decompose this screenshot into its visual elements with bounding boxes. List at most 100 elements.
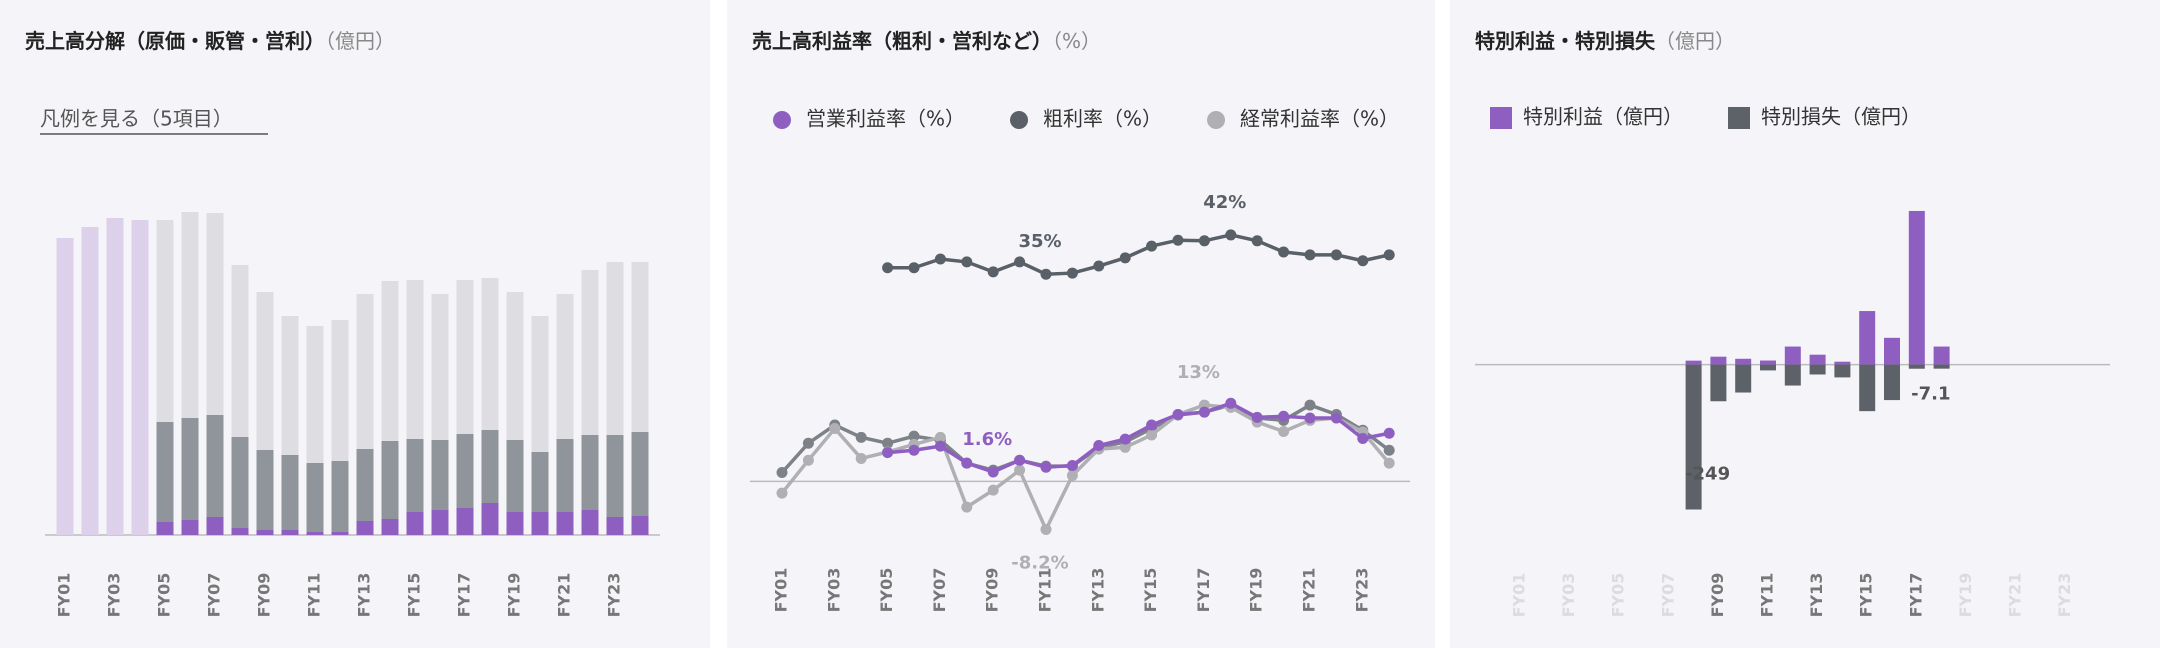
bar	[331, 532, 349, 535]
legend-marker	[1010, 111, 1029, 129]
point	[908, 444, 920, 456]
point	[1172, 234, 1184, 246]
point	[1093, 440, 1105, 452]
x-tick-label: FY15	[1141, 568, 1160, 613]
x-tick-label: FY23	[605, 573, 624, 618]
legend-label: 粗利率（%）	[1043, 107, 1162, 131]
bar	[1884, 337, 1900, 365]
point	[1066, 459, 1078, 471]
unit: （億円）	[325, 29, 395, 53]
bar	[406, 439, 424, 512]
bar	[1760, 360, 1776, 365]
legend-toggle[interactable]: 凡例を見る（5項目）	[40, 107, 233, 131]
point	[987, 266, 999, 278]
point	[1146, 429, 1158, 441]
point	[855, 452, 867, 464]
point	[1014, 454, 1026, 466]
x-tick-label: FY23	[2055, 573, 2074, 618]
point	[987, 466, 999, 478]
x-tick-label: FY09	[983, 568, 1002, 613]
point	[882, 262, 894, 274]
bar	[306, 532, 324, 535]
point	[1119, 433, 1131, 445]
bar	[381, 281, 399, 441]
point	[776, 467, 788, 479]
bar	[481, 278, 499, 430]
bar	[581, 510, 599, 535]
legend-label: 営業利益率（%）	[806, 107, 965, 131]
bar	[1908, 210, 1925, 365]
x-tick-label: FY15	[405, 573, 424, 618]
bar	[1784, 364, 1801, 386]
bar	[181, 418, 199, 520]
data-label: -249	[1685, 464, 1730, 485]
panel	[1450, 0, 2160, 648]
point	[1014, 464, 1026, 476]
point	[1278, 410, 1290, 422]
bar	[431, 294, 449, 440]
bar	[606, 262, 624, 435]
bar	[381, 519, 399, 535]
x-tick-label: FY01	[772, 568, 791, 613]
point	[1225, 397, 1237, 409]
data-label: -8.2%	[1011, 552, 1068, 573]
x-tick-label: FY11	[305, 573, 324, 618]
bar	[1859, 311, 1876, 365]
point	[1357, 433, 1369, 445]
chart-title: 特別利益・特別損失（億円）	[1475, 29, 1735, 53]
bar	[206, 415, 224, 517]
point	[1172, 408, 1184, 420]
x-tick-label: FY21	[2006, 573, 2025, 618]
bar	[506, 512, 524, 535]
bar	[181, 520, 199, 535]
bar	[506, 440, 524, 512]
point	[855, 431, 867, 443]
x-tick-label: FY21	[1300, 568, 1319, 613]
bar	[431, 440, 449, 510]
bar	[106, 218, 124, 535]
x-tick-label: FY23	[1352, 568, 1371, 613]
chart-title: 売上高利益率（粗利・営利など）（%）	[752, 29, 1101, 53]
panel	[727, 0, 1435, 648]
x-tick-label: FY13	[355, 573, 374, 618]
x-tick-label: FY05	[1609, 573, 1628, 618]
bar	[281, 455, 299, 530]
data-label: 1.6%	[962, 429, 1012, 450]
point	[1040, 268, 1052, 280]
point	[1357, 255, 1369, 267]
chart-title: 売上高分解（原価・販管・営利）（億円）	[25, 29, 395, 53]
bar	[231, 265, 249, 437]
point	[1225, 229, 1237, 241]
point	[1330, 249, 1342, 261]
point	[1304, 399, 1316, 411]
bar	[356, 521, 374, 535]
bar	[481, 430, 499, 503]
x-tick-label: FY11	[1036, 568, 1055, 613]
point	[1383, 457, 1395, 469]
bar	[206, 517, 224, 535]
x-tick-label: FY05	[155, 573, 174, 618]
data-label: 42%	[1203, 192, 1246, 213]
data-label: 35%	[1018, 231, 1061, 252]
bar	[456, 508, 474, 535]
bar	[206, 213, 224, 415]
title: 売上高利益率（粗利・営利など）	[752, 29, 1052, 53]
bar	[381, 441, 399, 519]
bar	[256, 292, 274, 450]
bar	[281, 530, 299, 535]
bar	[281, 316, 299, 455]
bar	[631, 432, 649, 516]
legend-label: 特別損失（億円）	[1761, 105, 1921, 129]
point	[934, 440, 946, 452]
unit: （%）	[1052, 29, 1101, 53]
x-tick-label: FY01	[1510, 573, 1529, 618]
point	[1383, 249, 1395, 261]
x-tick-label: FY09	[1708, 573, 1727, 618]
point	[776, 487, 788, 499]
bar	[331, 320, 349, 461]
point	[1198, 235, 1210, 247]
point	[1146, 240, 1158, 252]
bar	[331, 461, 349, 532]
x-tick-label: FY13	[1807, 573, 1826, 618]
